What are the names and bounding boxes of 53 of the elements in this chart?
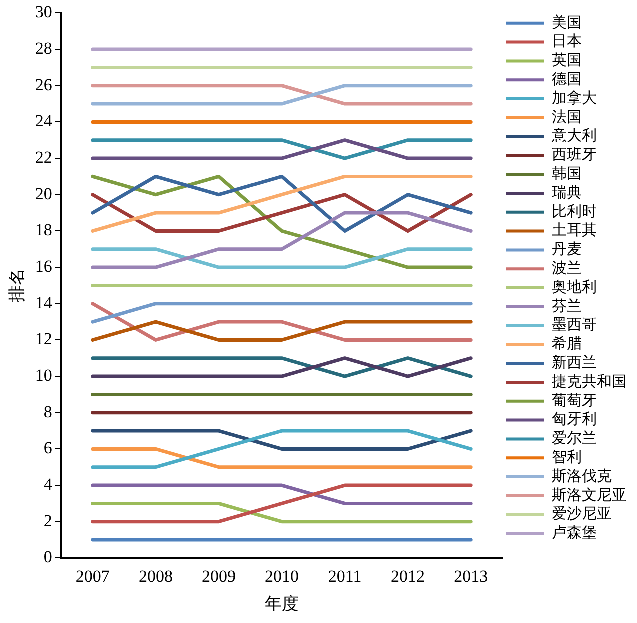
legend-label: 斯洛伐克 [552,468,612,485]
y-tick-label: 14 [35,293,53,312]
y-tick-label: 22 [35,148,52,167]
legend-label: 爱尔兰 [552,430,597,448]
x-tick-label: 2007 [76,566,110,586]
legend-label: 瑞典 [552,184,582,202]
y-tick-label: 0 [44,548,52,567]
legend-label: 芬兰 [552,298,582,315]
legend-label: 波兰 [552,260,582,278]
x-tick-label: 2008 [138,566,173,586]
y-tick-label: 2 [44,511,52,530]
legend-label: 匈牙利 [552,411,597,428]
legend-label: 斯洛文尼亚 [552,486,627,504]
legend-label: 韩国 [552,166,582,183]
y-tick-label: 6 [44,438,52,458]
legend-label: 意大利 [551,128,597,145]
x-tick-label: 2011 [328,566,362,586]
y-axis-title: 排名 [8,268,27,303]
legend-label: 西班牙 [552,146,597,164]
x-tick-label: 2010 [265,566,299,586]
x-tick-label: 2013 [454,566,488,586]
y-tick-label: 18 [35,220,52,240]
y-tick-label: 30 [35,2,52,22]
legend-label: 英国 [552,52,582,70]
y-tick-label: 20 [35,184,52,204]
legend-label: 卢森堡 [552,524,597,542]
x-axis-title: 年度 [265,594,299,614]
x-tick-label: 2009 [202,566,236,586]
legend-label: 葡萄牙 [552,392,597,410]
y-tick-label: 12 [35,330,52,349]
legend-label: 美国 [552,14,582,32]
legend-label: 加拿大 [552,90,597,107]
legend-label: 土耳其 [552,222,597,240]
legend-label: 智利 [552,449,582,466]
legend-label: 奥地利 [552,278,597,296]
y-tick-label: 28 [35,39,52,58]
y-tick-label: 8 [44,402,52,422]
legend-label: 法国 [552,108,582,126]
y-tick-label: 26 [35,75,52,94]
legend-label: 爱沙尼亚 [552,506,612,523]
legend-label: 日本 [552,33,582,50]
legend-label: 丹麦 [552,241,582,258]
x-tick-label: 2012 [391,566,426,586]
y-tick-label: 4 [44,475,53,494]
legend-label: 比利时 [552,203,597,220]
y-tick-label: 16 [35,257,52,276]
legend-label: 希腊 [552,336,582,353]
legend-label: 捷克共和国 [552,373,627,390]
legend-label: 德国 [552,72,582,88]
legend-label: 墨西哥 [552,318,597,334]
y-tick-label: 10 [35,366,52,385]
legend-label: 新西兰 [552,354,597,372]
y-tick-label: 24 [35,112,53,131]
